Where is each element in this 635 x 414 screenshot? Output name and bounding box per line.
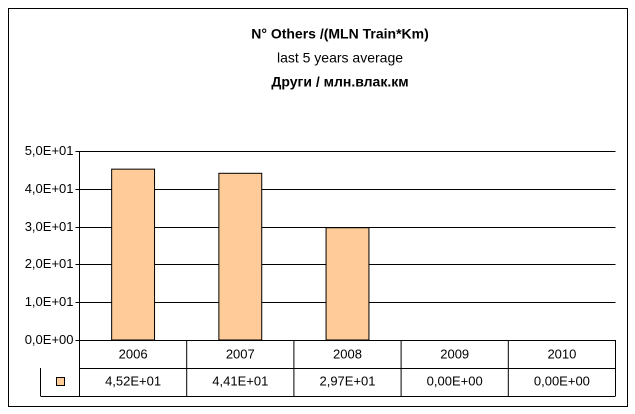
chart-subtitle: last 5 years average bbox=[277, 50, 403, 66]
bar bbox=[218, 172, 263, 341]
chart-border bbox=[8, 8, 628, 407]
legend-key bbox=[56, 377, 65, 386]
y-tick-label: 2,0E+01 bbox=[25, 256, 74, 271]
bar bbox=[111, 168, 156, 341]
bar bbox=[325, 227, 370, 341]
chart-subtitle: Други / млн.влак.км bbox=[271, 74, 408, 90]
y-tick-label: 5,0E+01 bbox=[25, 143, 74, 158]
x-tick-label: 2009 bbox=[440, 346, 469, 361]
x-tick-label: 2010 bbox=[547, 346, 576, 361]
x-tick-label: 2007 bbox=[226, 346, 255, 361]
chart-title: N° Others /(MLN Train*Km) bbox=[251, 26, 429, 42]
table-value: 0,00E+00 bbox=[534, 373, 590, 388]
y-tick-label: 0,0E+00 bbox=[25, 332, 74, 347]
table-value: 0,00E+00 bbox=[427, 373, 483, 388]
table-value: 4,41E+01 bbox=[212, 373, 268, 388]
y-tick-label: 1,0E+01 bbox=[25, 294, 74, 309]
x-tick-label: 2008 bbox=[333, 346, 362, 361]
y-tick-label: 4,0E+01 bbox=[25, 181, 74, 196]
x-tick-label: 2006 bbox=[119, 346, 148, 361]
table-value: 4,52E+01 bbox=[105, 373, 161, 388]
y-tick-label: 3,0E+01 bbox=[25, 219, 74, 234]
table-value: 2,97E+01 bbox=[319, 373, 375, 388]
